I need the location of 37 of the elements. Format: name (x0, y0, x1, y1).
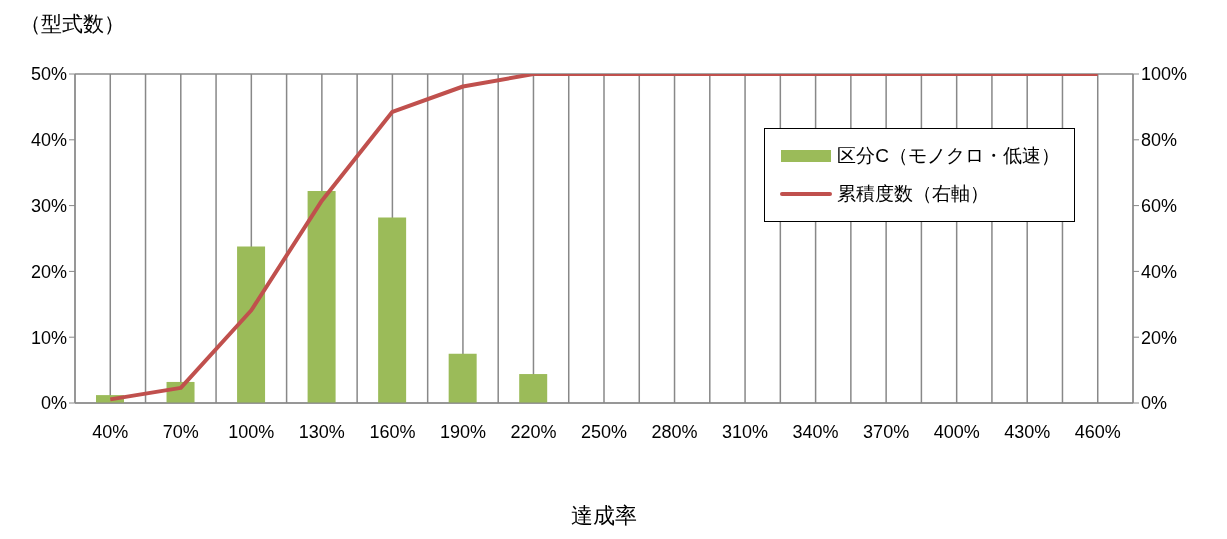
y-tick-label: 50% (30, 64, 67, 85)
x-tick-label: 460% (1074, 421, 1121, 442)
y2-tick-label: 80% (1141, 130, 1178, 151)
x-tick-label: 430% (1004, 421, 1051, 442)
x-tick-label: 310% (722, 421, 769, 442)
x-tick-label: 220% (510, 421, 557, 442)
x-tick-label: 100% (228, 421, 275, 442)
x-tick-label: 190% (439, 421, 486, 442)
y-tick-label: 40% (30, 130, 67, 151)
bar (448, 353, 477, 403)
y2-tick-label: 0% (1141, 393, 1168, 414)
x-tick-label: 130% (298, 421, 345, 442)
y-tick-label: 30% (30, 195, 67, 216)
legend-label: 累積度数（右軸） (837, 182, 990, 206)
x-axis-title: 達成率 (571, 503, 637, 528)
x-tick-label: 280% (651, 421, 698, 442)
y-axis-title: （型式数） (20, 11, 125, 37)
x-tick-label: 400% (933, 421, 980, 442)
bar (519, 374, 548, 403)
legend-label: 区分C（モノクロ・低速） (837, 144, 1060, 168)
y2-tick-label: 60% (1141, 195, 1178, 216)
bar (378, 217, 407, 403)
y2-tick-label: 40% (1141, 261, 1178, 282)
bar (237, 246, 266, 403)
x-tick-label: 70% (162, 421, 199, 442)
y2-tick-label: 20% (1141, 327, 1178, 348)
x-tick-label: 340% (792, 421, 839, 442)
y-tick-label: 10% (30, 327, 67, 348)
x-tick-label: 40% (92, 421, 129, 442)
bar (307, 191, 336, 403)
x-tick-label: 370% (863, 421, 910, 442)
y-tick-label: 20% (30, 261, 67, 282)
line-series (108, 74, 1100, 402)
x-tick-label: 160% (369, 421, 416, 442)
y2-tick-label: 100% (1141, 64, 1188, 85)
x-tick-label: 250% (580, 421, 628, 442)
y-tick-label: 0% (40, 393, 67, 414)
